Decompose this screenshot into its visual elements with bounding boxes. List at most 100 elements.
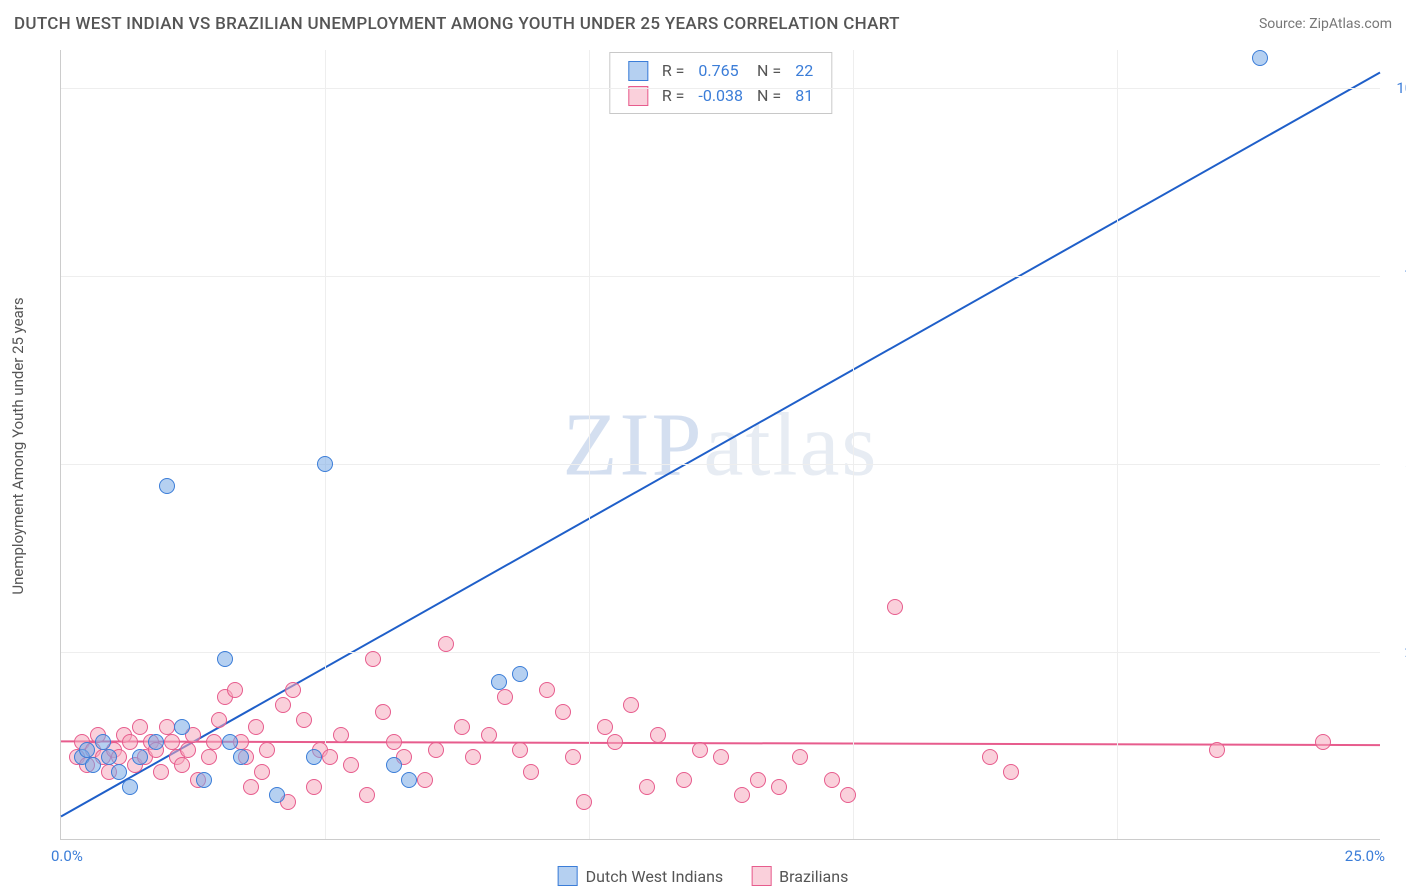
data-point: [196, 772, 212, 788]
trend-line: [61, 73, 1380, 817]
trend-line: [61, 741, 1380, 745]
data-point: [79, 742, 95, 758]
data-point: [359, 787, 375, 803]
data-point: [375, 704, 391, 720]
legend-stats: R =0.765N =22R =-0.038N =81: [609, 52, 832, 114]
data-point: [792, 749, 808, 765]
data-point: [481, 727, 497, 743]
legend-label: Brazilians: [779, 867, 848, 886]
data-point: [269, 787, 285, 803]
data-point: [555, 704, 571, 720]
data-point: [180, 742, 196, 758]
legend-item: Dutch West Indians: [558, 866, 724, 886]
data-point: [1252, 50, 1268, 66]
data-point: [217, 651, 233, 667]
data-point: [623, 697, 639, 713]
ytick-label: 25.0%: [1385, 643, 1406, 661]
legend-label: Dutch West Indians: [586, 867, 724, 886]
data-point: [101, 749, 117, 765]
data-point: [982, 749, 998, 765]
legend-series: Dutch West Indians Brazilians: [558, 866, 849, 886]
data-point: [713, 749, 729, 765]
gridline-h: [61, 652, 1380, 653]
data-point: [692, 742, 708, 758]
n-value: 22: [789, 59, 819, 82]
data-point: [122, 779, 138, 795]
data-point: [201, 749, 217, 765]
data-point: [576, 794, 592, 810]
data-point: [840, 787, 856, 803]
data-point: [159, 478, 175, 494]
data-point: [497, 689, 513, 705]
data-point: [174, 757, 190, 773]
r-label: R =: [656, 59, 691, 82]
data-point: [438, 636, 454, 652]
data-point: [132, 719, 148, 735]
data-point: [259, 742, 275, 758]
data-point: [401, 772, 417, 788]
data-point: [322, 749, 338, 765]
page-title: DUTCH WEST INDIAN VS BRAZILIAN UNEMPLOYM…: [14, 14, 900, 34]
data-point: [343, 757, 359, 773]
data-point: [159, 719, 175, 735]
data-point: [174, 719, 190, 735]
data-point: [676, 772, 692, 788]
data-point: [887, 599, 903, 615]
data-point: [306, 779, 322, 795]
data-point: [465, 749, 481, 765]
data-point: [111, 764, 127, 780]
data-point: [750, 772, 766, 788]
legend-item: Brazilians: [751, 866, 848, 886]
gridline-h: [61, 464, 1380, 465]
data-point: [512, 742, 528, 758]
data-point: [206, 734, 222, 750]
data-point: [306, 749, 322, 765]
ytick-label: 100.0%: [1385, 79, 1406, 97]
gridline-h: [61, 88, 1380, 89]
data-point: [85, 757, 101, 773]
data-point: [597, 719, 613, 735]
y-axis-label: Unemployment Among Youth under 25 years: [9, 297, 27, 594]
data-point: [95, 734, 111, 750]
data-point: [386, 734, 402, 750]
data-point: [454, 719, 470, 735]
data-point: [254, 764, 270, 780]
legend-swatch: [628, 61, 648, 81]
data-point: [233, 749, 249, 765]
data-point: [639, 779, 655, 795]
data-point: [491, 674, 507, 690]
gridline-h: [61, 276, 1380, 277]
xtick-label: 0.0%: [51, 847, 83, 865]
data-point: [164, 734, 180, 750]
source-label: Source: ZipAtlas.com: [1259, 16, 1392, 32]
r-value: 0.765: [692, 59, 749, 82]
gridline-v: [589, 50, 590, 839]
data-point: [248, 719, 264, 735]
data-point: [417, 772, 433, 788]
ytick-label: 50.0%: [1385, 455, 1406, 473]
data-point: [243, 779, 259, 795]
data-point: [512, 666, 528, 682]
data-point: [211, 712, 227, 728]
n-label: N =: [751, 59, 787, 82]
data-point: [650, 727, 666, 743]
data-point: [222, 734, 238, 750]
data-point: [1315, 734, 1331, 750]
data-point: [148, 734, 164, 750]
scatter-plot: ZIPatlas R =0.765N =22R =-0.038N =81 25.…: [60, 50, 1380, 840]
data-point: [771, 779, 787, 795]
data-point: [565, 749, 581, 765]
data-point: [1003, 764, 1019, 780]
data-point: [523, 764, 539, 780]
data-point: [365, 651, 381, 667]
data-point: [296, 712, 312, 728]
gridline-v: [853, 50, 854, 839]
data-point: [386, 757, 402, 773]
data-point: [607, 734, 623, 750]
legend-stat-row: R =0.765N =22: [622, 59, 819, 82]
gridline-v: [1117, 50, 1118, 839]
data-point: [539, 682, 555, 698]
data-point: [333, 727, 349, 743]
data-point: [317, 456, 333, 472]
gridline-v: [325, 50, 326, 839]
